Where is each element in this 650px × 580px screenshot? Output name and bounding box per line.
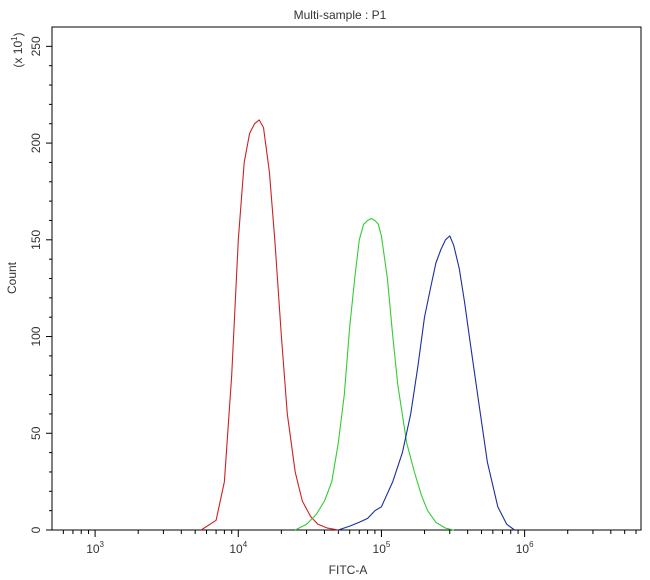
y-tick-label: 100 xyxy=(29,326,43,346)
x-tick-base: 10 xyxy=(229,542,243,556)
series-line-3 xyxy=(338,235,515,531)
x-tick-exponent: 5 xyxy=(386,540,391,549)
x-tick-exponent: 6 xyxy=(529,540,534,549)
x-tick-base: 10 xyxy=(373,542,387,556)
x-tick-exponent: 4 xyxy=(243,540,248,549)
y-multiplier-suffix: ) xyxy=(11,32,25,36)
x-tick-base: 10 xyxy=(86,542,100,556)
plot-frame xyxy=(51,26,642,531)
y-tick-label: 200 xyxy=(29,133,43,153)
y-multiplier-prefix: (x 10 xyxy=(11,41,25,68)
y-tick-label: 250 xyxy=(29,36,43,56)
x-tick-label: 105 xyxy=(373,540,391,556)
y-axis-label: Count xyxy=(5,261,19,294)
x-tick-label: 103 xyxy=(86,540,104,556)
x-tick-label: 104 xyxy=(229,540,247,556)
y-tick-label: 0 xyxy=(29,526,43,533)
y-multiplier-exponent: 1 xyxy=(10,36,19,41)
series-line-1 xyxy=(200,119,339,531)
y-tick-label: 150 xyxy=(29,229,43,249)
x-tick-label: 106 xyxy=(516,540,534,556)
x-axis-label: FITC-A xyxy=(329,563,368,577)
x-tick-base: 10 xyxy=(516,542,530,556)
y-multiplier-label: (x 101) xyxy=(10,32,25,67)
chart-title: Multi-sample : P1 xyxy=(294,8,387,22)
x-tick-exponent: 3 xyxy=(100,540,105,549)
y-tick-label: 50 xyxy=(29,426,43,440)
series-line-2 xyxy=(294,217,454,531)
